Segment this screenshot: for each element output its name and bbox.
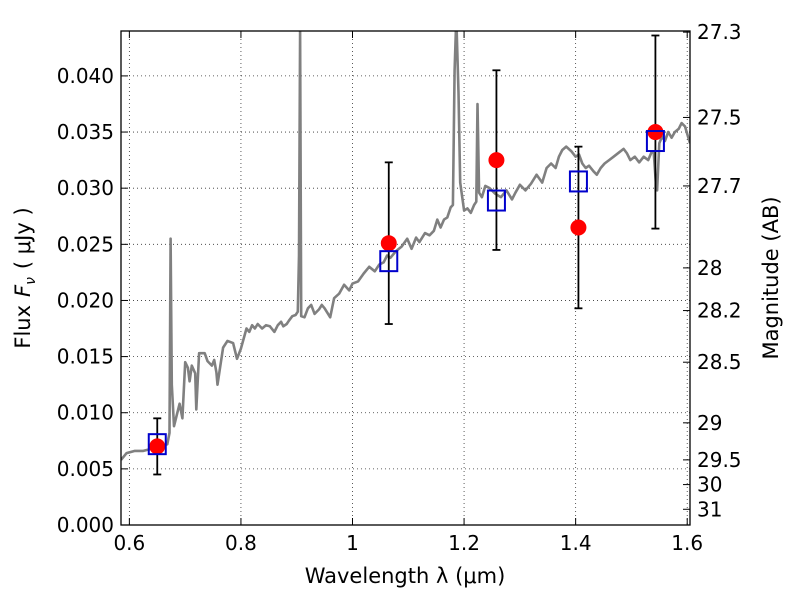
observed-points: [149, 124, 664, 455]
y-tick-label: 0.025: [57, 232, 114, 256]
observed-point: [570, 219, 587, 236]
y-axis-label-unit: ( μJy ): [11, 207, 35, 269]
model-photometry-point: [645, 130, 665, 153]
x-tick-label: 1.4: [560, 531, 592, 555]
observed-point: [380, 235, 397, 252]
y2-tick-label: 27.7: [697, 174, 742, 198]
x-tick-label: 1.6: [671, 531, 703, 555]
y2-tick-label: 28.2: [697, 299, 742, 323]
x-axis-label: Wavelength λ (μm): [305, 564, 506, 588]
y-axis-ticks: 0.000 0.005 0.010 0.015 0.020 0.025 0.030 0.035…: [57, 64, 128, 537]
observed-point: [149, 438, 166, 455]
observed-point: [647, 124, 664, 141]
model-spectrum-line: [121, 31, 690, 461]
y2-tick-label: 29: [697, 411, 722, 435]
y2-tick-label: 28.5: [697, 350, 742, 374]
y2-tick-label: 27.3: [697, 20, 742, 44]
y-axis-label-subscript: ν: [23, 277, 39, 285]
grid-lines: [121, 31, 690, 525]
y2-axis-label: Magnitude (AB): [759, 196, 783, 359]
y2-tick-label: 28: [697, 256, 722, 280]
y-tick-label: 0.020: [57, 288, 114, 312]
y-tick-label: 0.035: [57, 120, 114, 144]
y-tick-label: 0.005: [57, 457, 114, 481]
x-axis-ticks: 0.6 0.8 1 1.2 1.4 1.6: [113, 31, 703, 555]
x-tick-label: 0.6: [113, 531, 145, 555]
y-tick-label: 0.040: [57, 64, 114, 88]
y-axis-label-text: Flux: [11, 305, 35, 349]
y2-tick-label: 31: [697, 497, 722, 521]
x-tick-label: 1: [346, 531, 359, 555]
y2-tick-label: 30: [697, 473, 722, 497]
model-photometry-point: [379, 250, 399, 273]
observed-point: [488, 152, 505, 169]
x-tick-label: 1.2: [448, 531, 480, 555]
y-tick-label: 0.000: [57, 513, 114, 537]
model-photometry-point: [568, 170, 588, 193]
y-axis-label-symbol: F: [11, 284, 35, 297]
model-photometry-point: [486, 189, 506, 212]
y2-tick-label: 29.5: [697, 448, 742, 472]
y-axis-label: Flux Fν ( μJy ): [11, 207, 39, 348]
x-tick-label: 0.8: [225, 531, 257, 555]
y-tick-label: 0.010: [57, 401, 114, 425]
y-tick-label: 0.015: [57, 345, 114, 369]
error-bars: [153, 34, 660, 476]
model-photometry-point: [147, 433, 167, 456]
model-photometry-points: [147, 130, 665, 456]
y2-tick-label: 27.5: [697, 105, 742, 129]
plot-frame: [120, 30, 691, 526]
y-tick-label: 0.030: [57, 176, 114, 200]
